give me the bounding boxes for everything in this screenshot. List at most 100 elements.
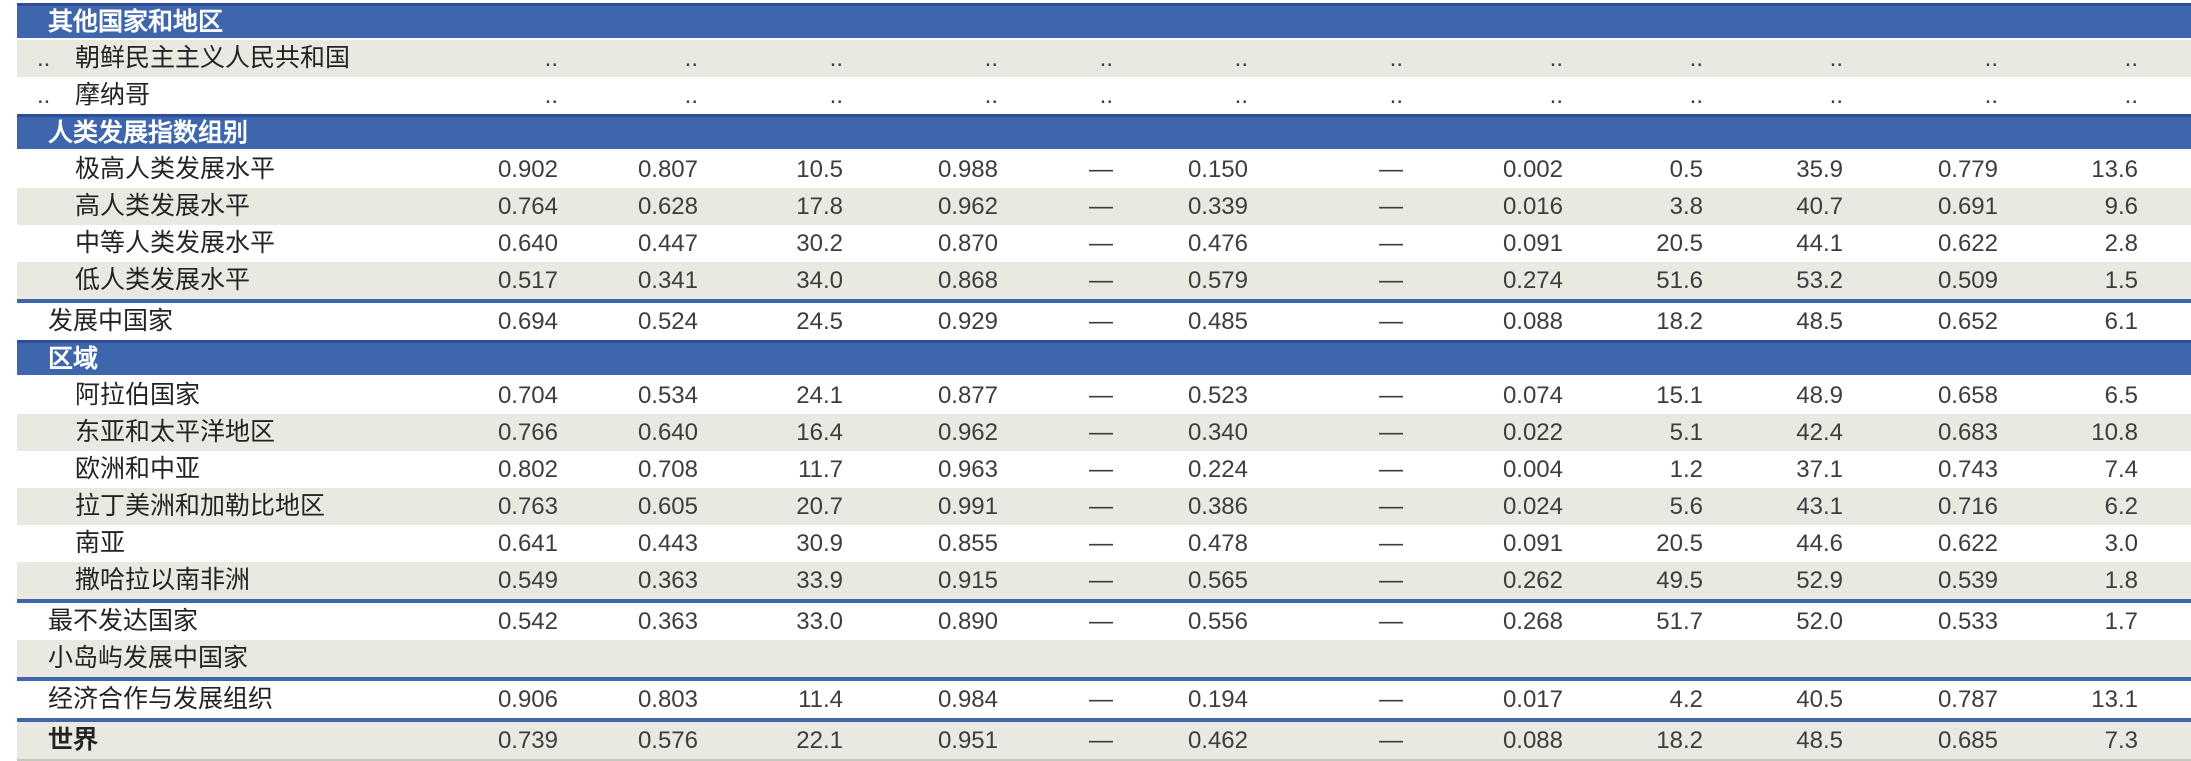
- table-row: 发展中国家 0.694 0.524 24.5 0.929—0.485—0.088 18.2…: [17, 299, 2191, 342]
- value-cell: 24.5: [700, 299, 845, 342]
- value-cell: —: [1000, 299, 1115, 342]
- value-cell: —: [1379, 382, 1403, 409]
- value-cell: 0.339: [1115, 188, 1250, 225]
- value-cell: 0.708: [637, 456, 698, 483]
- value-cell: ..: [1984, 82, 1998, 109]
- value-cell: 0.447: [637, 230, 698, 257]
- section-band-label: 区域: [17, 340, 2191, 377]
- value-cell: —: [1000, 262, 1115, 301]
- hdi-rank-cell: ..: [37, 45, 51, 72]
- value-cell: 0.739: [420, 718, 560, 760]
- row-label-cell: .. 朝鲜民主主义人民共和国: [17, 39, 420, 77]
- value-cell: 0.779: [1937, 156, 1998, 183]
- row-padding-cell: [2140, 262, 2191, 301]
- value-cell: 30.9: [796, 530, 843, 557]
- value-cell: 0.716: [1845, 488, 2000, 525]
- value-cell: 0.074: [1502, 382, 1563, 409]
- row-label-cell: 极高人类发展水平: [17, 150, 420, 188]
- value-cell: 0.024: [1405, 488, 1565, 525]
- value-cell: —: [1250, 718, 1405, 760]
- value-cell: 0.691: [1845, 188, 2000, 225]
- value-cell: 0.991: [845, 488, 1000, 525]
- row-padding-cell: [2140, 188, 2191, 225]
- value-cell: 0.443: [637, 530, 698, 557]
- value-cell: —: [1000, 718, 1115, 760]
- value-cell: 0.091: [1502, 230, 1563, 257]
- value-cell: —: [1250, 599, 1405, 640]
- value-cell: ..: [845, 39, 1000, 77]
- row-label: 拉丁美洲和加勒比地区: [75, 492, 326, 520]
- value-cell: 40.7: [1705, 188, 1845, 225]
- value-cell: 44.6: [1796, 530, 1843, 557]
- value-cell: ..: [1845, 39, 2000, 77]
- value-cell: —: [1000, 677, 1115, 720]
- value-cell: 0.803: [560, 677, 700, 720]
- value-cell: 0.962: [845, 188, 1000, 225]
- value-cell: [560, 640, 700, 679]
- row-padding-cell: [2140, 451, 2191, 488]
- value-cell: —: [1000, 562, 1115, 601]
- value-cell: [1705, 640, 1845, 679]
- value-cell: 52.9: [1705, 562, 1845, 601]
- value-cell: 0.549: [420, 562, 560, 601]
- value-cell: [1845, 640, 2000, 679]
- value-cell: 7.3: [2000, 718, 2140, 760]
- value-cell: 0.870: [937, 230, 998, 257]
- table-row: 南亚 0.641 0.443 30.9 0.855 — 0.478 — 0.091 20.5 44.…: [17, 525, 2191, 562]
- value-cell: 3.8: [1565, 188, 1705, 225]
- value-cell: 0.476: [1187, 230, 1248, 257]
- value-cell: 0.576: [560, 718, 700, 760]
- value-cell: 0.004: [1502, 456, 1563, 483]
- value-cell: 0.640: [560, 414, 700, 451]
- row-label: 经济合作与发展组织: [48, 685, 274, 713]
- row-label: 摩纳哥: [75, 81, 151, 109]
- value-cell: [1000, 640, 1115, 679]
- value-cell: 18.2: [1565, 718, 1705, 760]
- section-band-row: 其他国家和地区: [17, 3, 2191, 40]
- value-cell: 0.988: [937, 156, 998, 183]
- value-cell: 0.386: [1115, 488, 1250, 525]
- value-cell: ..: [2000, 39, 2140, 77]
- value-cell: 0.556: [1115, 599, 1250, 640]
- value-cell: [2000, 640, 2140, 679]
- value-cell: ..: [1234, 82, 1248, 109]
- value-cell: 13.6: [2091, 156, 2138, 183]
- value-cell: 0.194: [1115, 677, 1250, 720]
- row-label-cell: 中等人类发展水平: [17, 225, 420, 262]
- value-cell: 4.2: [1565, 677, 1705, 720]
- value-cell: 0.091: [1502, 530, 1563, 557]
- value-cell: [1405, 640, 1565, 679]
- value-cell: ..: [700, 39, 845, 77]
- row-label-cell: 欧洲和中亚: [17, 451, 420, 488]
- value-cell: ..: [984, 82, 998, 109]
- value-cell: 34.0: [700, 262, 845, 301]
- value-cell: 0.962: [845, 414, 1000, 451]
- value-cell: 44.1: [1796, 230, 1843, 257]
- row-label-cell: 阿拉伯国家: [17, 376, 420, 414]
- value-cell: 0.016: [1405, 188, 1565, 225]
- value-cell: 1.2: [1669, 456, 1703, 483]
- value-cell: —: [1379, 156, 1403, 183]
- value-cell: —: [1250, 262, 1405, 301]
- value-cell: 0.868: [845, 262, 1000, 301]
- value-cell: 35.9: [1796, 156, 1843, 183]
- value-cell: 0.963: [937, 456, 998, 483]
- value-cell: 0.363: [560, 562, 700, 601]
- value-cell: [420, 640, 560, 679]
- row-label: 小岛屿发展中国家: [48, 644, 249, 672]
- value-cell: 0.906: [420, 677, 560, 720]
- table-row: 阿拉伯国家 0.704 0.534 24.1 0.877 — 0.523 — 0.074 15.1…: [17, 376, 2191, 414]
- value-cell: 48.5: [1705, 718, 1845, 760]
- value-cell: ..: [1000, 39, 1115, 77]
- value-cell: —: [1000, 599, 1115, 640]
- value-cell: ..: [1705, 39, 1845, 77]
- value-cell: 0.5: [1669, 156, 1703, 183]
- row-label: 欧洲和中亚: [75, 455, 201, 483]
- value-cell: 2.8: [2104, 230, 2138, 257]
- value-cell: —: [1250, 299, 1405, 342]
- value-cell: —: [1000, 414, 1115, 451]
- value-cell: 0.855: [937, 530, 998, 557]
- row-label-cell: 发展中国家: [17, 299, 420, 342]
- value-cell: —: [1000, 488, 1115, 525]
- value-cell: 49.5: [1565, 562, 1705, 601]
